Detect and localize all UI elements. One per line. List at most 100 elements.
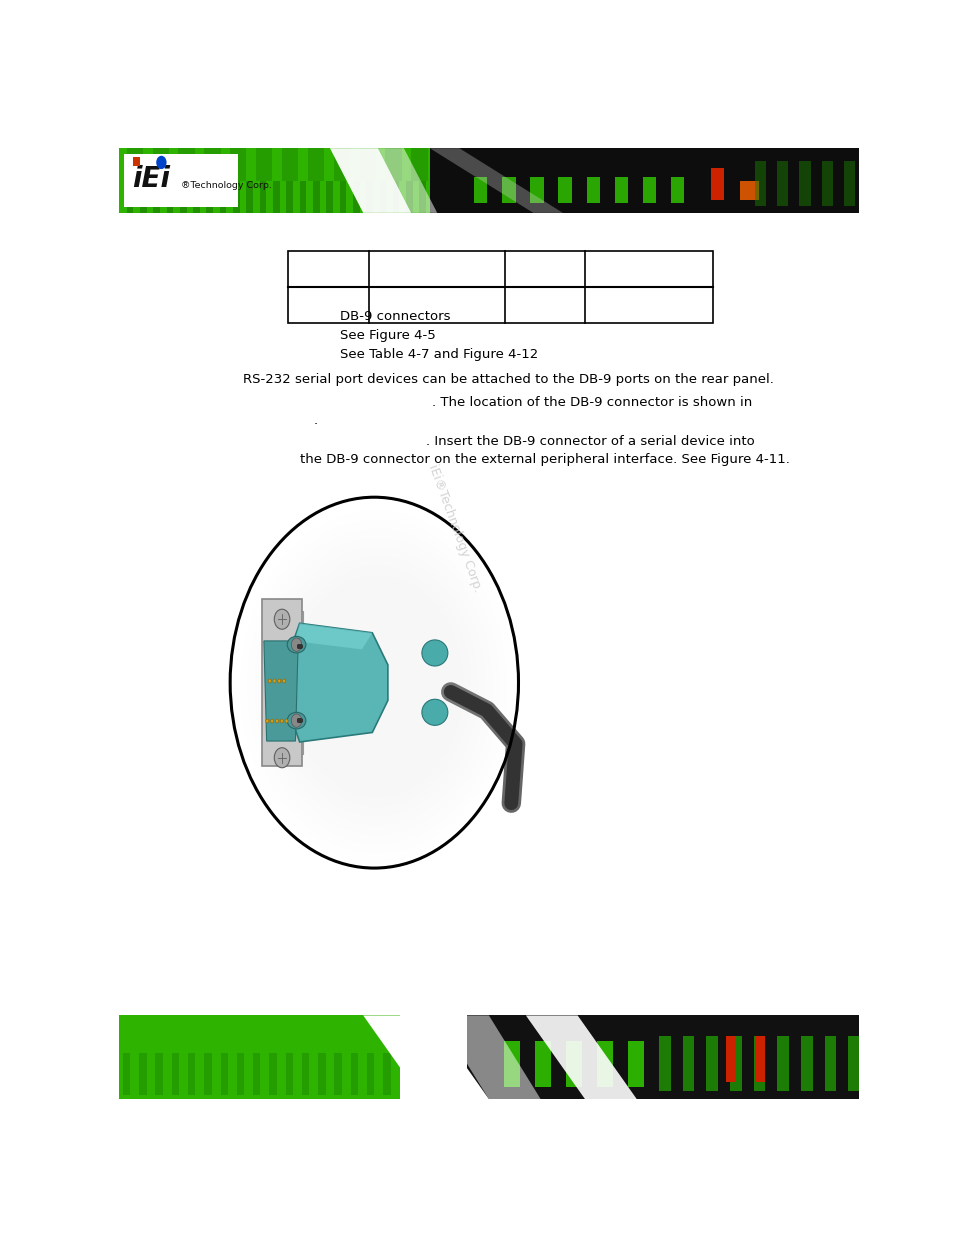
Bar [124, 154, 238, 207]
Bar [353, 180, 359, 212]
Bar [233, 180, 239, 212]
Bar [285, 1053, 293, 1095]
Bar [317, 1053, 325, 1095]
Bar [379, 180, 386, 212]
Bar [535, 1041, 551, 1087]
Bar [127, 180, 133, 212]
Bar [642, 178, 656, 204]
Bar [335, 1053, 341, 1095]
Bar [180, 180, 187, 212]
Bar [724, 1036, 735, 1082]
Circle shape [274, 747, 290, 768]
Bar [230, 148, 246, 180]
Bar [682, 1036, 694, 1091]
Circle shape [280, 719, 283, 722]
Bar [383, 1053, 390, 1095]
Bar [236, 1053, 244, 1095]
Bar [359, 148, 375, 180]
Bar [351, 1053, 357, 1095]
Bar [755, 1036, 764, 1082]
Polygon shape [525, 1015, 637, 1099]
Polygon shape [330, 148, 411, 212]
Text: .: . [314, 414, 317, 426]
Bar [597, 1041, 613, 1087]
Text: the DB-9 connector on the external peripheral interface. See Figure 4-11.: the DB-9 connector on the external perip… [300, 453, 789, 466]
Bar [119, 148, 429, 212]
Polygon shape [363, 1015, 488, 1099]
Bar [299, 180, 306, 212]
Bar [755, 161, 765, 206]
Bar [474, 178, 487, 204]
Circle shape [266, 719, 269, 722]
Bar [308, 148, 324, 180]
Bar [670, 178, 683, 204]
Bar [339, 180, 346, 212]
Bar [220, 1053, 228, 1095]
Polygon shape [429, 148, 562, 212]
Circle shape [268, 679, 271, 683]
Circle shape [271, 719, 274, 722]
Bar [503, 1041, 519, 1087]
Bar [193, 180, 199, 212]
Bar [326, 180, 333, 212]
Ellipse shape [421, 699, 447, 725]
Bar [132, 157, 140, 167]
Polygon shape [289, 624, 388, 742]
Bar [501, 178, 515, 204]
Polygon shape [264, 641, 298, 741]
Bar [282, 148, 298, 180]
Bar [801, 1036, 812, 1091]
Bar [740, 180, 758, 200]
Bar [366, 180, 373, 212]
Bar [799, 161, 810, 206]
Bar [119, 1015, 400, 1099]
Bar [172, 1053, 179, 1095]
Bar [119, 1015, 858, 1099]
Bar [710, 168, 723, 200]
Text: ®Technology Corp.: ®Technology Corp. [180, 182, 272, 190]
Bar [127, 148, 143, 180]
Bar [119, 148, 858, 212]
Ellipse shape [421, 640, 447, 666]
Text: . Insert the DB-9 connector of a serial device into: . Insert the DB-9 connector of a serial … [426, 435, 754, 447]
Text: . The location of the DB-9 connector is shown in: . The location of the DB-9 connector is … [432, 395, 752, 409]
Bar [393, 180, 399, 212]
Bar [411, 148, 427, 180]
Polygon shape [436, 1015, 540, 1099]
Bar [155, 1053, 163, 1095]
Bar [565, 1041, 581, 1087]
Circle shape [291, 714, 301, 727]
Bar [261, 599, 302, 766]
Bar [466, 1015, 858, 1099]
Bar [614, 178, 627, 204]
Bar [286, 180, 293, 212]
Bar [823, 1036, 836, 1091]
Bar [705, 1036, 718, 1091]
Text: RS-232 serial port devices can be attached to the DB-9 ports on the rear panel.: RS-232 serial port devices can be attach… [243, 373, 774, 385]
Circle shape [277, 679, 280, 683]
Bar [255, 148, 272, 180]
Polygon shape [377, 148, 436, 212]
Bar [301, 1053, 309, 1095]
Circle shape [291, 638, 301, 651]
Ellipse shape [287, 713, 306, 729]
Bar [288, 251, 712, 324]
Bar [586, 178, 599, 204]
Bar [385, 148, 401, 180]
Text: iEi: iEi [132, 165, 171, 193]
Bar [152, 148, 169, 180]
Bar [847, 1036, 860, 1091]
Bar [558, 178, 571, 204]
Polygon shape [294, 624, 372, 650]
Text: iEi®Technology Corp.: iEi®Technology Corp. [426, 463, 484, 594]
Bar [429, 148, 858, 212]
Text: DB-9 connectors: DB-9 connectors [339, 310, 450, 324]
Bar [253, 1053, 260, 1095]
Bar [259, 180, 266, 212]
Bar [777, 1036, 788, 1091]
Bar [753, 1036, 764, 1091]
Bar [204, 1053, 212, 1095]
Bar [273, 180, 279, 212]
Bar [627, 1041, 643, 1087]
Text: See Figure 4-5: See Figure 4-5 [339, 329, 435, 342]
